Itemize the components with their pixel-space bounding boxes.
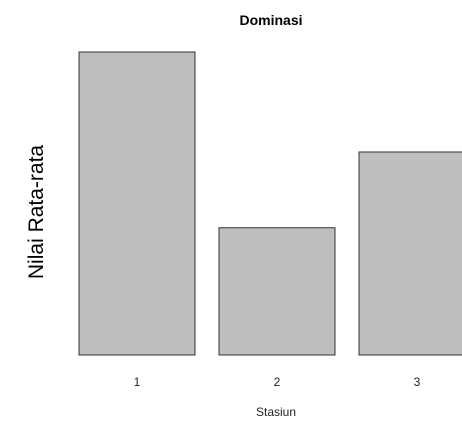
bar-3 [358, 151, 462, 356]
x-tick-label-3: 3 [414, 375, 421, 389]
x-tick-labels: 1 2 3 [134, 375, 421, 389]
bar-1 [78, 51, 196, 356]
x-tick-label-1: 1 [134, 375, 141, 389]
bar-2 [218, 227, 336, 356]
chart-title: Dominasi [239, 12, 302, 28]
x-tick-label-2: 2 [274, 375, 281, 389]
x-axis-label: Stasiun [256, 405, 296, 419]
y-axis-label: Nilai Rata-rata [25, 145, 48, 280]
bars-group [78, 51, 462, 356]
